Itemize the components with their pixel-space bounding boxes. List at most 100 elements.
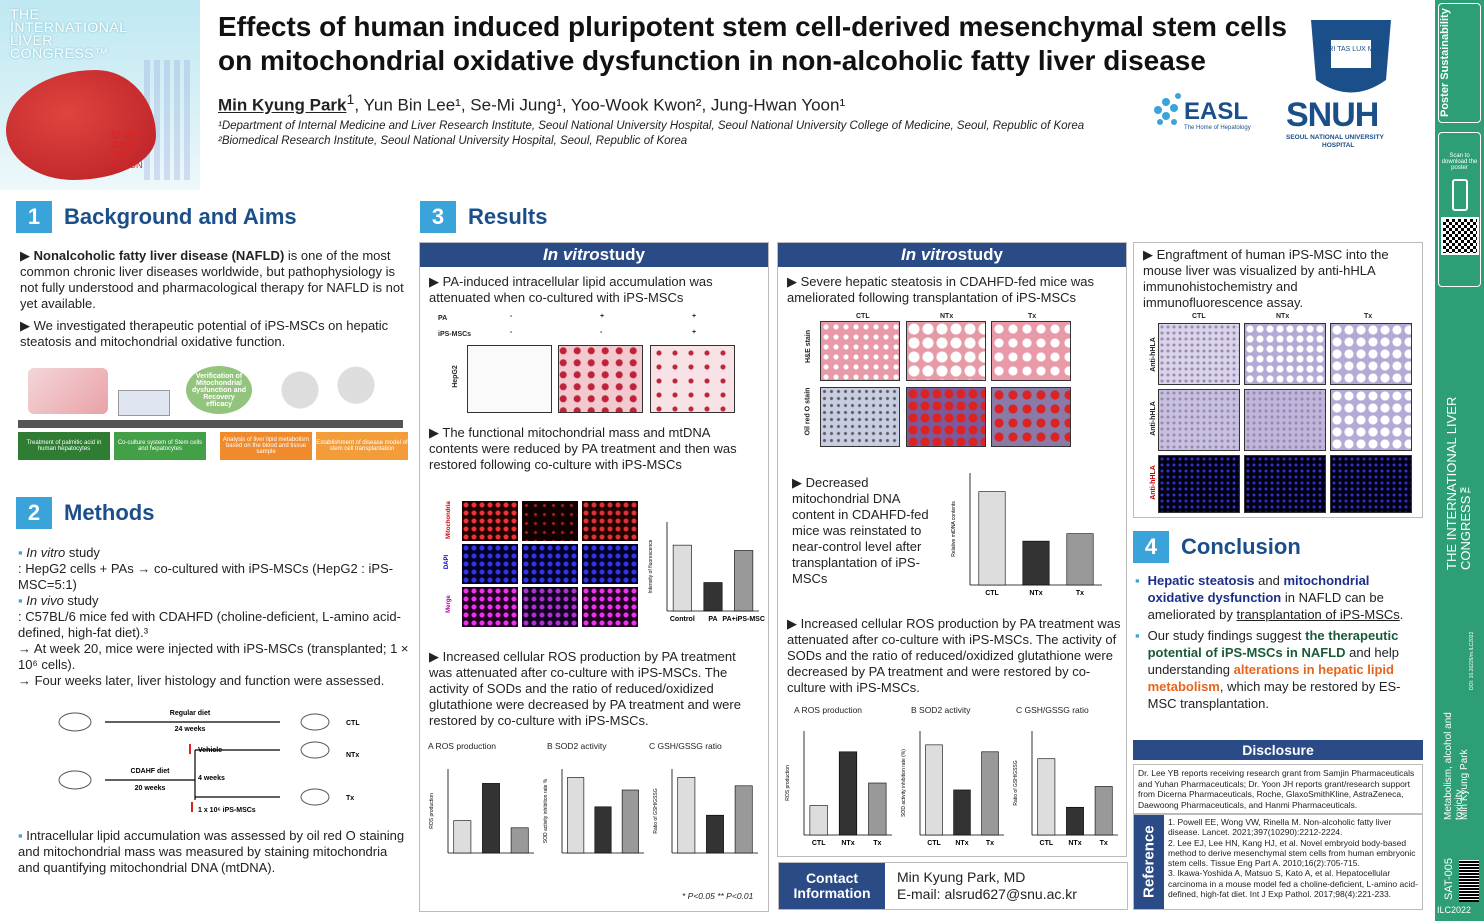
c1c: mitochondrial oxidative dysfunction xyxy=(1147,573,1370,605)
c2a: Our study findings suggest xyxy=(1147,628,1306,643)
section-methods: 2 Methods xyxy=(16,494,411,532)
mouse-icon xyxy=(300,788,330,806)
banner-year: 2022 xyxy=(113,150,134,160)
section-background: 1 Background and Aims xyxy=(16,198,411,236)
culture-plate-image xyxy=(28,368,108,414)
banner-line: INTERNATIONAL xyxy=(10,19,128,35)
he-tx-image xyxy=(991,321,1071,381)
contact-name: Min Kyung Park, MD xyxy=(897,869,1026,885)
left-t2: ▶ The functional mitochondrial mass and … xyxy=(429,425,737,472)
ihc-image xyxy=(1244,389,1326,451)
bg-para-1: ▶ Nonalcoholic fatty liver disease (NAFL… xyxy=(20,248,404,311)
affiliations: ¹Department of Internal Medicine and Liv… xyxy=(218,119,1084,149)
col-ntx: NTx xyxy=(1276,313,1290,320)
invivo-assess: → Four weeks later, liver histology and … xyxy=(18,673,385,688)
dish-image xyxy=(118,390,170,416)
chart-bar xyxy=(482,783,500,854)
left-t3-text: Increased cellular ROS production by PA … xyxy=(429,649,741,728)
disclosure-head: Disclosure xyxy=(1133,740,1423,760)
panel-head-study: study xyxy=(957,245,1003,264)
ref-2: 2. Lee EJ, Lee HN, Kang HJ, et al. Novel… xyxy=(1168,837,1416,869)
sidebar-doi: DOI: 10.26226/m.ILC2022 xyxy=(1469,631,1475,690)
if-image xyxy=(462,544,518,584)
section-title: Results xyxy=(468,204,548,229)
vivo-gsh-chart: Ratio of GSH/GSSG CTL NTx Tx xyxy=(1013,731,1118,847)
easl-subtitle: The Home of Hepatology xyxy=(1184,125,1251,131)
col-tx: Tx xyxy=(1028,313,1037,320)
x-tick-label: NTx xyxy=(1029,590,1042,597)
if-hla-image xyxy=(1158,455,1240,513)
section-results: 3 Results xyxy=(420,198,800,236)
mid-t1-text: Severe hepatic steatosis in CDAHFD-fed m… xyxy=(787,274,1094,305)
first-author: Min Kyung Park xyxy=(218,95,347,115)
c2e: , which may be restored by ES-MSC transp… xyxy=(1147,679,1401,711)
c2d: alterations in hepatic lipid metabolism xyxy=(1147,662,1394,694)
ihc-image xyxy=(1330,389,1412,451)
row-oro: Oil red O stain xyxy=(804,387,812,436)
chart-bar xyxy=(510,827,529,854)
affiliation-1: ¹Department of Internal Medicine and Liv… xyxy=(218,120,1085,132)
contact-email[interactable]: E-mail: alsrud627@snu.ac.kr xyxy=(897,886,1077,902)
x-tick-label: CTL xyxy=(812,840,826,847)
y-axis-label: Ratio of GSH/GSSG xyxy=(1013,760,1019,805)
x-tick-label: Control xyxy=(670,616,695,623)
x-tick-label: Tx xyxy=(986,840,994,847)
row-mito: Mitochondria xyxy=(445,501,452,539)
row-he: H&E stain xyxy=(805,329,813,364)
left-panel-a: A ROS production xyxy=(428,741,497,751)
x-tick-label: Tx xyxy=(873,840,881,847)
invivo-study: study xyxy=(63,593,99,608)
col-tx: Tx xyxy=(1364,313,1373,320)
invitro-detail: : HepG2 cells + PAs → co-cultured with i… xyxy=(18,561,394,592)
contact-box: Contact Information Min Kyung Park, MD E-… xyxy=(778,862,1128,910)
oro-pa-image xyxy=(558,345,643,413)
chart-bar xyxy=(1037,758,1056,836)
c1b: and xyxy=(1254,573,1284,588)
seal-text: VERI TAS LUX MEA xyxy=(1319,46,1383,53)
section-title: Methods xyxy=(64,500,155,525)
ihc-image xyxy=(1330,323,1412,385)
if-grid: Mitochondria DAPI Merge xyxy=(444,501,640,629)
method-invitro: ▪ In vitro study xyxy=(18,545,100,560)
chart-bar xyxy=(1066,806,1084,836)
x-tick-label: NTx xyxy=(1068,840,1081,847)
row-hla-1: Anti-hHLA xyxy=(1149,337,1157,372)
ref-3: 3. Ikawa-Yoshida A, Matsuo S, Kato A, et… xyxy=(1168,868,1418,900)
chart-bar xyxy=(621,789,639,854)
qr-code[interactable] xyxy=(1440,217,1479,255)
nafld-bold: Nonalcoholic fatty liver disease (NAFLD) xyxy=(33,248,285,263)
section-header: 4 Conclusion xyxy=(1133,528,1423,566)
study-overview: Verification of Mitochondrial dysfunctio… xyxy=(18,362,410,462)
x-tick-label: PA xyxy=(708,616,717,623)
chart-bar xyxy=(838,751,858,836)
title-line-2: on mitochondrial oxidative dysfunction i… xyxy=(218,45,1206,76)
oro-tx-image xyxy=(991,387,1071,447)
ips-val: + xyxy=(692,329,697,336)
if-image xyxy=(522,587,578,627)
liver-graphic xyxy=(6,70,156,180)
title-line-1: Effects of human induced pluripotent ste… xyxy=(218,11,1287,42)
mid-panel-c: C GSH/GSSG ratio xyxy=(1016,705,1089,715)
affiliation-2: ²Biomedical Research Institute, Seoul Na… xyxy=(218,135,688,147)
w4-label: 4 weeks xyxy=(198,775,225,782)
chart-bar xyxy=(734,550,754,612)
y-axis-label: SOD activity inhibition rate % xyxy=(543,778,549,843)
invivo-detail: : C57BL/6 mice fed with CDAHFD (choline-… xyxy=(18,609,401,640)
section-header: 1 Background and Aims xyxy=(16,198,411,236)
congress-banner: THE INTERNATIONAL LIVER CONGRESS™ 22–26 … xyxy=(0,0,200,190)
conclusion-text: ▪ Hepatic steatosis and mitochondrial oxi… xyxy=(1135,572,1423,712)
chart-bar xyxy=(953,789,971,836)
row-hla-2: Anti-hHLA xyxy=(1149,401,1157,436)
row-hla-3: Anti-hHLA xyxy=(1149,465,1157,500)
right-sidebar: Poster Sustainability Scan to download t… xyxy=(1435,0,1484,921)
mid-t2: ▶ Decreased mitochondrial DNA content in… xyxy=(792,475,929,586)
x-tick-label: NTx xyxy=(841,840,854,847)
w20-label: 20 weeks xyxy=(135,785,166,792)
y-axis-label: ROS production xyxy=(785,765,791,801)
scan-box[interactable]: Scan to download the poster xyxy=(1438,132,1481,287)
left-t1: ▶ PA-induced intracellular lipid accumul… xyxy=(429,274,713,305)
ntx-label: NTx xyxy=(346,752,359,759)
left-t3: ▶ Increased cellular ROS production by P… xyxy=(429,649,741,728)
easl-dots-icon xyxy=(1154,93,1181,125)
he-ntx-image xyxy=(906,321,986,381)
